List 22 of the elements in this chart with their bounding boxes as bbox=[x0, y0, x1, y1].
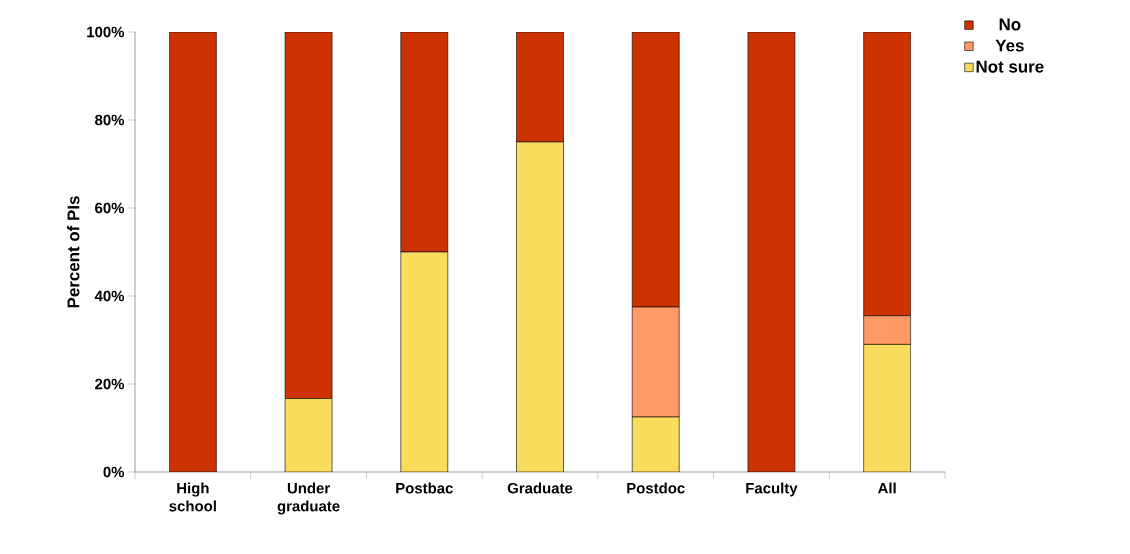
x-tick-label: Postdoc bbox=[627, 482, 685, 494]
x-tick-label: Postbac bbox=[396, 482, 453, 494]
bar bbox=[632, 417, 680, 472]
legend-label: Yes bbox=[995, 39, 1024, 52]
x-tick-label: All bbox=[877, 482, 896, 494]
y-tick-label: 60% bbox=[95, 202, 125, 214]
legend-label: No bbox=[999, 18, 1021, 31]
y-tick-label: 20% bbox=[95, 378, 125, 390]
legend-label: Not sure bbox=[976, 60, 1044, 73]
bar bbox=[863, 344, 911, 472]
bar bbox=[285, 398, 333, 472]
bar bbox=[400, 252, 448, 472]
y-tick-label: 80% bbox=[95, 114, 125, 126]
bar bbox=[516, 142, 564, 472]
y-tick-label: 40% bbox=[94, 290, 125, 302]
x-tick-label: Under graduate bbox=[277, 482, 340, 515]
y-tick-label: 0% bbox=[103, 466, 125, 478]
x-tick-label: High school bbox=[169, 482, 216, 512]
y-axis-title: Percent of PIs bbox=[66, 196, 80, 308]
x-tick-label: Graduate bbox=[507, 482, 573, 494]
y-tick-label: 100% bbox=[87, 26, 125, 38]
x-tick-label: Faculty bbox=[746, 482, 798, 497]
